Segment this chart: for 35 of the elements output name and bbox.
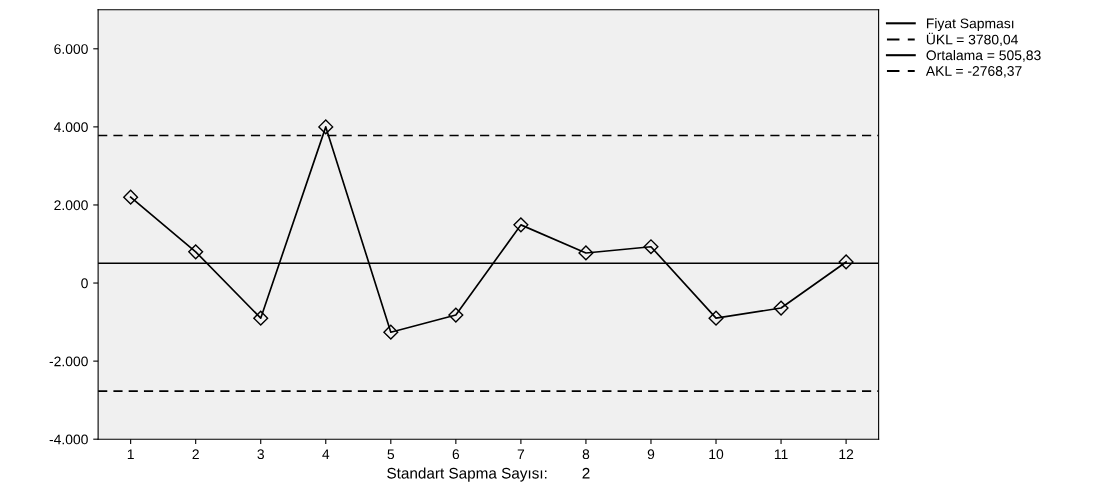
point: [578, 245, 594, 261]
x-tick-label: 6: [452, 449, 460, 460]
legend-label: Ortalama = 505,83: [926, 50, 1041, 62]
x-tick-label: 2: [192, 449, 199, 459]
point: [448, 307, 464, 323]
point: [838, 254, 854, 270]
point: [123, 189, 139, 205]
x-tick-label: 12: [839, 449, 854, 459]
point: [773, 300, 789, 316]
x-tick-label: 8: [582, 449, 590, 460]
x-tick-label: 11: [774, 449, 788, 459]
legend-label: Fiyat Sapması: [926, 18, 1014, 32]
point: [253, 310, 269, 326]
y-tick-label: 4.000: [53, 122, 88, 133]
point: [383, 324, 399, 340]
legend-label: AKL = -2768,37: [925, 66, 1022, 78]
point: [708, 310, 724, 326]
x-tick-label: 9: [647, 449, 655, 460]
point: [643, 239, 659, 255]
point: [318, 119, 334, 135]
x-tick-label: 5: [387, 449, 395, 460]
y-tick-label: 6.000: [54, 44, 88, 54]
y-tick-label: -4.000: [49, 434, 88, 445]
x-tick-label: 10: [709, 449, 724, 460]
x-tick-label: 4: [322, 449, 330, 459]
y-tick-label: 0: [81, 278, 88, 289]
x-tick-label: 1: [127, 449, 134, 459]
legend-label: ÜKL = 3780,04: [926, 32, 1018, 47]
y-tick-label: -2.000: [49, 356, 88, 367]
point: [513, 217, 529, 233]
point: [188, 244, 204, 260]
y-tick-label: 2.000: [54, 200, 88, 211]
x-axis-title: Standart Sapma Sayısı: 2: [387, 467, 590, 482]
x-tick-label: 7: [517, 449, 525, 459]
x-tick-label: 3: [257, 449, 264, 460]
